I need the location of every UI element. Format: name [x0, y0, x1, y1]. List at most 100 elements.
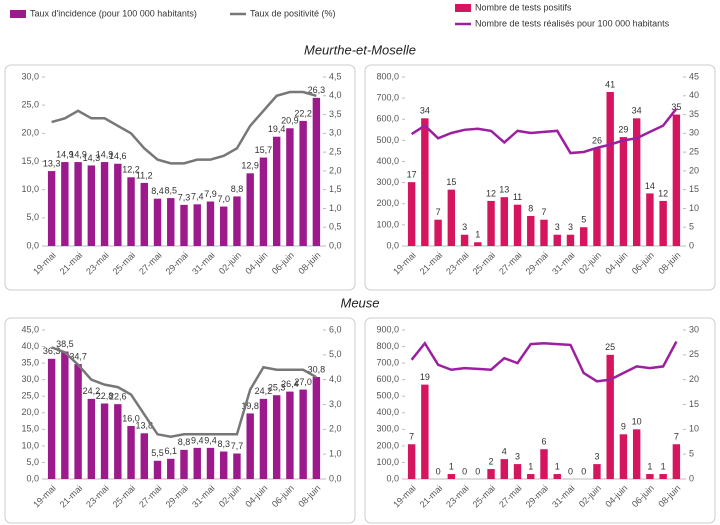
value-label: 5,5 [151, 448, 164, 458]
y-tick-label: 20,0 [21, 407, 39, 417]
value-label: 13 [499, 185, 509, 195]
bar [153, 460, 162, 479]
value-label: 22,6 [109, 392, 127, 402]
bar [193, 204, 201, 246]
y2-tick-label: 25 [689, 146, 699, 156]
bar [447, 474, 456, 479]
y-tick-label: 300,0 [376, 424, 399, 434]
value-label: 1 [555, 461, 560, 471]
bar [61, 162, 69, 246]
bar [87, 398, 96, 479]
y-tick-label: 0,0 [26, 240, 39, 250]
value-label: 0 [568, 466, 573, 476]
value-label: 24,2 [255, 386, 273, 396]
x-tick-label: 04-juin [603, 250, 629, 276]
y2-tick-label: 6,0 [329, 324, 342, 334]
value-label: 24,2 [83, 386, 101, 396]
value-label: 14,9 [69, 149, 87, 159]
value-label: 30,8 [308, 364, 326, 374]
value-label: 35 [671, 102, 681, 112]
bar [74, 364, 82, 479]
y-tick-label: 700,0 [376, 357, 399, 367]
bar [487, 469, 495, 479]
bar [127, 426, 135, 479]
y2-tick-label: 15 [689, 184, 699, 194]
y2-tick-label: 3,0 [329, 399, 342, 409]
bar [206, 447, 215, 479]
value-label: 6 [541, 437, 546, 447]
value-label: 4 [502, 447, 507, 457]
y-tick-label: 15,0 [21, 156, 39, 166]
bar [87, 165, 96, 246]
y2-tick-label: 10 [689, 203, 699, 213]
y-tick-label: 400,0 [376, 407, 399, 417]
legend-label: Taux de positivité (%) [250, 8, 336, 18]
bar [61, 351, 69, 479]
y2-tick-label: 30 [689, 128, 699, 138]
bar [434, 219, 442, 246]
value-label: 15 [446, 177, 456, 187]
value-label: 0 [581, 466, 586, 476]
bar [553, 474, 561, 479]
value-label: 25,3 [268, 383, 286, 393]
x-tick-label: 25-mai [471, 483, 498, 510]
y-tick-label: 0,0 [386, 240, 399, 250]
bar [286, 128, 294, 246]
y-tick-label: 45,0 [21, 324, 39, 334]
panel-frame [4, 64, 356, 291]
bar [593, 148, 601, 246]
value-label: 8,8 [231, 184, 244, 194]
x-tick-label: 21-mai [58, 483, 85, 510]
x-tick-label: 02-juin [217, 483, 243, 509]
panel-frame [364, 317, 716, 524]
bar [114, 404, 122, 479]
x-tick-label: 02-juin [217, 250, 243, 276]
value-label: 34,7 [69, 351, 87, 361]
bar [407, 444, 416, 479]
value-label: 2 [489, 456, 494, 466]
bar [233, 453, 241, 479]
x-tick-label: 04-juin [603, 483, 629, 509]
y2-tick-label: 45 [689, 71, 699, 81]
y2-tick-label: 4,0 [329, 374, 342, 384]
value-label: 3 [594, 451, 599, 461]
value-label: 12,9 [241, 161, 259, 171]
y2-tick-label: 0,0 [329, 240, 342, 250]
x-tick-label: 06-juin [630, 250, 656, 276]
x-tick-label: 19-mai [391, 483, 418, 510]
value-label: 0 [436, 466, 441, 476]
x-tick-label: 06-juin [270, 250, 296, 276]
line [51, 346, 317, 439]
value-label: 25 [605, 342, 615, 352]
bar [474, 242, 482, 246]
bar [593, 464, 601, 479]
value-label: 20,9 [281, 116, 299, 126]
bar [632, 429, 641, 479]
x-tick-label: 06-juin [270, 483, 296, 509]
x-tick-label: 23-mai [444, 250, 471, 277]
y-tick-label: 500,0 [376, 391, 399, 401]
bar [100, 162, 109, 246]
bar [407, 182, 416, 246]
value-label: 9,4 [204, 435, 217, 445]
value-label: 0 [462, 466, 467, 476]
value-label: 8,4 [151, 186, 164, 196]
x-tick-label: 25-mai [111, 250, 138, 277]
value-label: 8,3 [217, 439, 230, 449]
line [51, 90, 317, 165]
panel-frame [364, 64, 716, 291]
y2-tick-label: 5 [689, 449, 694, 459]
value-label: 15,7 [255, 145, 273, 155]
x-tick-label: 25-mai [471, 250, 498, 277]
panel-frame [4, 317, 356, 524]
value-label: 7,3 [178, 192, 191, 202]
bar [180, 204, 188, 246]
bar [272, 136, 281, 246]
value-label: 1 [528, 461, 533, 471]
value-label: 10 [632, 417, 642, 427]
value-label: 8,8 [178, 437, 191, 447]
y2-tick-label: 4,5 [329, 71, 342, 81]
y-tick-label: 30,0 [21, 374, 39, 384]
y2-tick-label: 25 [689, 349, 699, 359]
x-tick-label: 27-mai [137, 483, 164, 510]
